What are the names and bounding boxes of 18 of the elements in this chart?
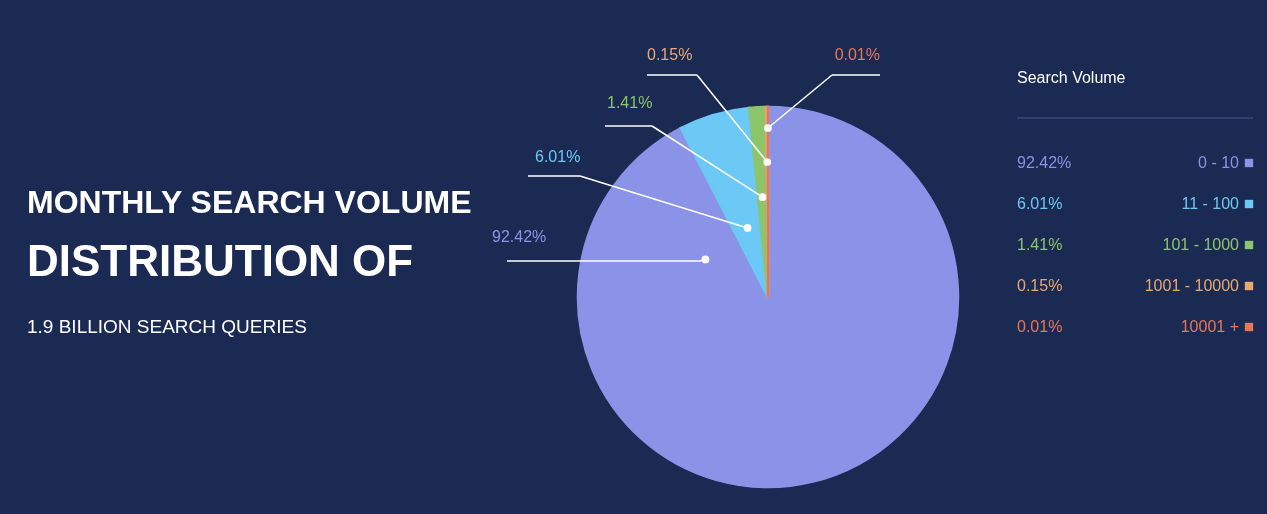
data-label: 1.41% xyxy=(607,94,653,111)
text: 0.01% xyxy=(1017,318,1063,335)
legend-label: 11 - 100 xyxy=(1181,195,1240,212)
legend-label: 0 - 10 xyxy=(1198,154,1240,171)
legend-label: 10001 + xyxy=(1180,318,1239,335)
text: MONTHLY SEARCH VOLUME DISTRIBUTION OF xyxy=(27,184,472,285)
data-label: 0.01% xyxy=(834,46,880,63)
legend-label: 1001 - 10000 xyxy=(1144,277,1240,294)
text: 0.15% xyxy=(1017,277,1063,294)
text: 92.42% xyxy=(1017,154,1072,171)
legend-label: 101 - 1000 xyxy=(1162,236,1240,253)
legend-title: Search Volume xyxy=(1017,69,1126,86)
text: 1.41% xyxy=(1017,236,1063,253)
text: 6.01% xyxy=(1017,195,1063,212)
data-label: 0.15% xyxy=(647,46,693,63)
data-label: 92.42% xyxy=(492,228,547,245)
text: 1.9 BILLION SEARCH QUERIES xyxy=(27,316,307,337)
data-label: 6.01% xyxy=(535,148,581,165)
